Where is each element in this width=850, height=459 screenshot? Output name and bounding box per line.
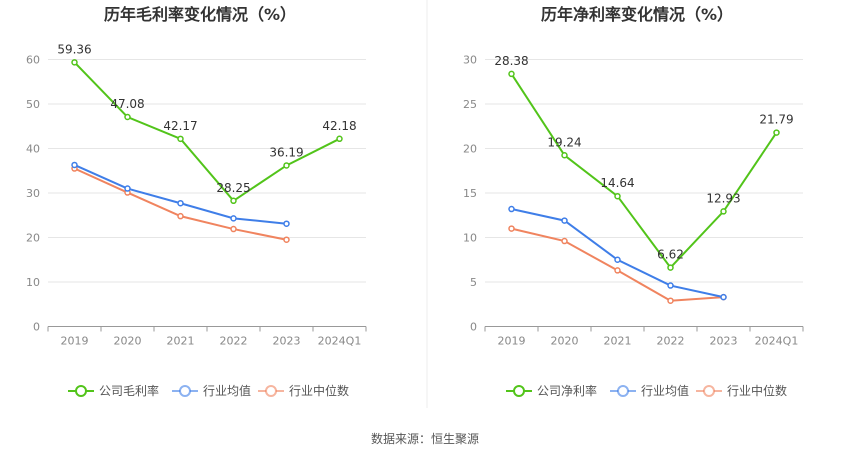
y-tick-label: 10 — [26, 276, 40, 289]
data-point — [508, 225, 515, 232]
chart-title: 历年净利率变化情况（%） — [541, 5, 733, 24]
legend-marker — [617, 385, 629, 397]
legend-marker — [179, 385, 191, 397]
gross-margin-chart: 历年毛利率变化情况（%） 0 10 20 30 40 50 60 2019 2020 2021 202… — [26, 5, 367, 398]
x-tick-label: 2024Q1 — [755, 335, 799, 348]
legend-item[interactable]: 公司毛利率 — [68, 383, 159, 398]
data-label: 28.25 — [216, 181, 250, 195]
chart-title: 历年毛利率变化情况（%） — [104, 5, 296, 24]
x-tick-label: 2019 — [498, 335, 526, 348]
x-tick-label: 2022 — [220, 335, 248, 348]
y-tick-label: 0 — [33, 321, 40, 334]
data-label: 14.64 — [600, 176, 634, 190]
y-tick-label: 40 — [26, 143, 40, 156]
data-point — [230, 225, 237, 233]
x-tick-label: 2023 — [710, 335, 738, 348]
legend-marker — [75, 385, 87, 397]
data-point — [71, 161, 78, 169]
legend-item[interactable]: 行业中位数 — [258, 383, 349, 398]
series-line — [73, 61, 340, 203]
y-tick-label: 25 — [463, 98, 477, 111]
y-tick-label: 50 — [26, 98, 40, 111]
data-label: 19.24 — [547, 135, 581, 149]
data-point — [283, 162, 290, 169]
legend-label: 行业中位数 — [289, 383, 349, 398]
data-point — [667, 282, 674, 289]
data-point — [561, 152, 568, 159]
data-point — [230, 215, 237, 222]
data-point — [561, 217, 568, 224]
y-tick-label: 0 — [470, 321, 477, 334]
x-tick-label: 2024Q1 — [318, 335, 362, 348]
data-point — [177, 135, 184, 143]
data-label: 6.62 — [657, 248, 684, 262]
legend-item[interactable]: 行业中位数 — [696, 383, 787, 398]
data-label: 42.17 — [163, 119, 197, 133]
data-point — [614, 192, 621, 200]
y-tick-label: 15 — [463, 187, 477, 200]
data-point — [177, 199, 184, 207]
data-point — [124, 185, 131, 192]
data-point — [667, 297, 674, 304]
data-point — [561, 237, 568, 245]
series-line — [511, 208, 724, 299]
legend-label: 行业均值 — [203, 383, 251, 398]
data-point — [283, 236, 290, 243]
y-tick-label: 60 — [26, 54, 40, 67]
data-point — [720, 293, 727, 301]
data-point — [614, 267, 621, 274]
data-label: 36.19 — [269, 145, 303, 159]
data-point — [177, 212, 184, 220]
data-point — [773, 129, 780, 136]
x-tick-label: 2020 — [551, 335, 579, 348]
x-tick-label: 2023 — [273, 335, 301, 348]
data-point — [720, 208, 727, 215]
legend-label: 行业中位数 — [727, 383, 787, 398]
data-point — [667, 264, 674, 271]
y-tick-label: 30 — [26, 187, 40, 200]
legend-label: 行业均值 — [641, 383, 689, 398]
x-tick-label: 2020 — [114, 335, 142, 348]
data-point — [283, 220, 290, 227]
data-point — [124, 113, 131, 121]
data-label: 42.18 — [322, 119, 356, 133]
data-label: 59.36 — [57, 42, 91, 56]
series-line — [510, 73, 778, 270]
y-tick-label: 20 — [26, 232, 40, 245]
data-point — [71, 59, 78, 66]
data-label: 47.08 — [110, 97, 144, 111]
data-point — [230, 197, 237, 205]
legend-marker — [703, 385, 715, 397]
y-tick-label: 10 — [463, 232, 477, 245]
data-label: 28.38 — [494, 54, 528, 68]
y-tick-label: 30 — [463, 54, 477, 67]
data-point — [614, 256, 621, 263]
legend-item[interactable]: 公司净利率 — [506, 383, 597, 398]
x-tick-label: 2021 — [604, 335, 632, 348]
legend-label: 公司毛利率 — [99, 383, 159, 398]
data-point — [508, 205, 515, 213]
x-tick-label: 2022 — [657, 335, 685, 348]
data-source-note: 数据来源：恒生聚源 — [371, 431, 479, 446]
legend-marker — [513, 385, 525, 397]
x-tick-label: 2021 — [167, 335, 195, 348]
y-tick-label: 20 — [463, 143, 477, 156]
data-point — [336, 135, 343, 143]
data-label: 21.79 — [759, 113, 793, 127]
data-label: 12.93 — [706, 191, 740, 205]
legend-label: 公司净利率 — [537, 383, 597, 398]
legend-item[interactable]: 行业均值 — [172, 383, 251, 398]
data-point — [508, 70, 515, 78]
y-tick-label: 5 — [470, 276, 477, 289]
legend-marker — [265, 385, 277, 397]
legend-item[interactable]: 行业均值 — [610, 383, 689, 398]
net-margin-chart: 历年净利率变化情况（%） 0 5 10 15 20 25 30 2019 2020 2021 2022… — [463, 5, 804, 398]
x-tick-label: 2019 — [61, 335, 89, 348]
